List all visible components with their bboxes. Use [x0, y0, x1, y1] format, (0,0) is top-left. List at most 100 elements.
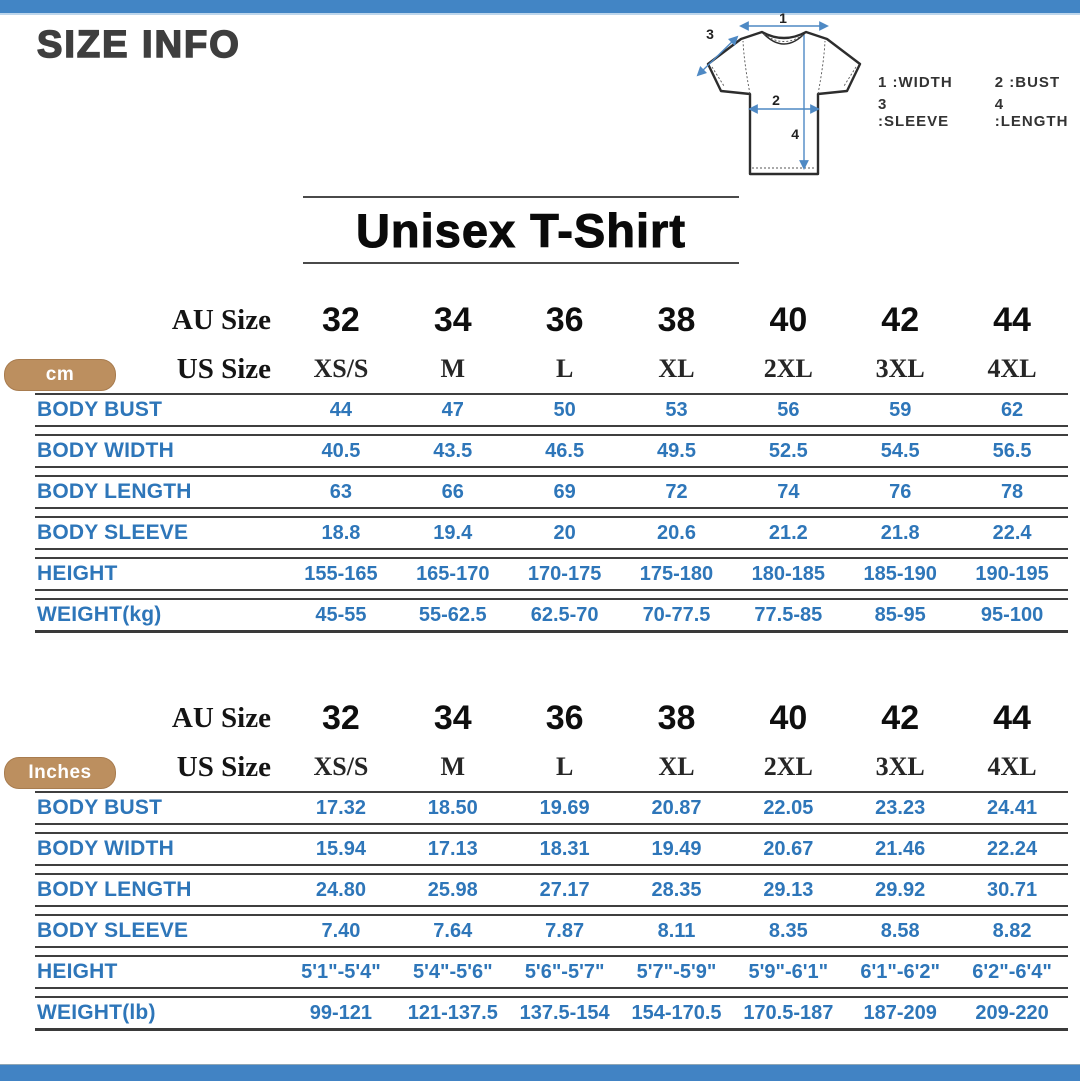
- cell-value: 21.46: [875, 837, 926, 860]
- marker-length: 4: [791, 126, 799, 142]
- row-label: BODY LENGTH: [37, 878, 192, 901]
- au-size-value: 32: [322, 698, 360, 737]
- cell-value: 47: [441, 398, 464, 421]
- cell-value: 8.35: [768, 919, 808, 942]
- cell-value: 29.13: [763, 878, 814, 901]
- row-label: BODY SLEEVE: [37, 521, 189, 544]
- marker-width: 1: [779, 12, 787, 26]
- table-row: BODY LENGTH 63 66 69 72 74 76 78: [35, 475, 1068, 509]
- cell-value: 18.31: [539, 837, 590, 860]
- us-size-value: 4XL: [987, 354, 1037, 383]
- cell-value: 180-185: [751, 562, 826, 585]
- cell-value: 121-137.5: [407, 1001, 498, 1024]
- cell-value: 20.67: [763, 837, 814, 860]
- size-table-inches: Inches AU Size 32 34 36 38 40 42 44 US Size XS…: [4, 693, 1068, 1038]
- cell-value: 49.5: [657, 439, 696, 462]
- row-label: BODY SLEEVE: [37, 919, 189, 942]
- size-table-cm: cm AU Size 32 34 36 38 40 42 44 US Size XS/S M L…: [4, 295, 1068, 640]
- us-size-label: US Size: [176, 750, 271, 783]
- cell-value: 8.11: [657, 919, 696, 942]
- product-title: Unisex T-Shirt: [355, 203, 686, 257]
- row-label: BODY BUST: [37, 398, 163, 421]
- row-label: WEIGHT(lb): [37, 1001, 156, 1024]
- table-row: HEIGHT 155-165 165-170 170-175 175-180 180-18…: [35, 557, 1068, 591]
- unit-badge-cm: cm: [4, 359, 116, 391]
- au-size-value: 40: [769, 698, 808, 737]
- au-size-label: AU Size: [171, 701, 271, 734]
- legend-item: 1 :WIDTH: [878, 74, 953, 91]
- cell-value: 59: [889, 398, 912, 421]
- au-size-value: 42: [881, 300, 920, 339]
- cell-value: 6'2"-6'4": [972, 960, 1052, 983]
- cell-value: 85-95: [874, 603, 926, 626]
- au-size-value: 34: [433, 698, 472, 737]
- cell-value: 62.5-70: [530, 603, 599, 626]
- cell-value: 77.5-85: [754, 603, 823, 626]
- cell-value: 209-220: [975, 1001, 1049, 1024]
- cell-value: 187-209: [863, 1001, 937, 1024]
- cell-value: 19.4: [433, 521, 473, 544]
- cell-value: 22.05: [763, 796, 814, 819]
- au-size-row: AU Size 32 34 36 38 40 42 44: [35, 693, 1068, 743]
- cell-value: 74: [777, 480, 800, 503]
- au-size-value: 40: [769, 300, 808, 339]
- cell-value: 20.6: [657, 521, 696, 544]
- legend-item: 3 :SLEEVE: [878, 96, 950, 130]
- cell-value: 5'6"-5'7": [524, 960, 605, 983]
- cell-value: 56.5: [992, 439, 1032, 462]
- cell-value: 7.64: [433, 919, 473, 942]
- cell-value: 99-121: [309, 1001, 373, 1024]
- cell-value: 154-170.5: [631, 1001, 722, 1024]
- table-row: HEIGHT 5'1"-5'4" 5'4"-5'6" 5'6"-5'7" 5'7"-5'…: [35, 955, 1068, 989]
- cell-value: 5'9"-6'1": [748, 960, 829, 983]
- cell-value: 55-62.5: [418, 603, 487, 626]
- page-title: SIZE INFO: [36, 23, 241, 67]
- tshirt-outline: [706, 30, 862, 176]
- cell-value: 63: [329, 480, 353, 503]
- cell-value: 170.5-187: [743, 1001, 834, 1024]
- cell-value: 95-100: [980, 603, 1044, 626]
- us-size-row: US Size XS/S M L XL 2XL 3XL 4XL: [35, 345, 1068, 393]
- cell-value: 40.5: [321, 439, 361, 462]
- row-label: HEIGHT: [37, 960, 118, 983]
- us-size-value: 2XL: [763, 354, 813, 383]
- us-size-value: 3XL: [875, 752, 925, 781]
- au-size-value: 38: [657, 300, 696, 339]
- cell-value: 8.82: [992, 919, 1032, 942]
- us-size-row: US Size XS/S M L XL 2XL 3XL 4XL: [35, 743, 1068, 791]
- cell-value: 50: [553, 398, 576, 421]
- cell-value: 30.71: [987, 878, 1038, 901]
- us-size-value: XL: [658, 354, 695, 383]
- table-row: BODY WIDTH 40.5 43.5 46.5 49.5 52.5 54.5 56.5: [35, 434, 1068, 468]
- cell-value: 46.5: [545, 439, 585, 462]
- tshirt-measurement-icon: 1 2 3 4: [696, 12, 862, 176]
- cell-value: 18.50: [427, 796, 478, 819]
- cell-value: 78: [1000, 480, 1024, 503]
- au-size-value: 36: [545, 698, 584, 737]
- us-size-value: XL: [658, 752, 695, 781]
- cell-value: 44: [329, 398, 353, 421]
- table-body-cm: BODY BUST 44 47 50 53 56 59 62 BODY WIDTH 40.5 43.…: [35, 393, 1068, 633]
- cell-value: 19.49: [651, 837, 702, 860]
- us-size-value: 3XL: [875, 354, 925, 383]
- cell-value: 6'1"-6'2": [860, 960, 941, 983]
- cell-value: 22.4: [992, 521, 1032, 544]
- cell-value: 54.5: [880, 439, 920, 462]
- table-row: WEIGHT(kg) 45-55 55-62.5 62.5-70 70-77.5 77.5…: [35, 598, 1068, 633]
- marker-bust: 2: [772, 92, 780, 108]
- us-size-value: L: [555, 354, 574, 383]
- legend-item: 4 :LENGTH: [994, 96, 1069, 130]
- cell-value: 17.32: [315, 796, 366, 819]
- us-size-value: XS/S: [313, 354, 369, 383]
- au-size-value: 38: [657, 698, 696, 737]
- cell-value: 66: [441, 480, 464, 503]
- cell-value: 45-55: [315, 603, 367, 626]
- us-size-value: 4XL: [987, 752, 1037, 781]
- row-label: HEIGHT: [37, 562, 118, 585]
- cell-value: 155-165: [304, 562, 378, 585]
- cell-value: 53: [665, 398, 688, 421]
- table-row: BODY WIDTH 15.94 17.13 18.31 19.49 20.67 21.46…: [35, 832, 1068, 866]
- cell-value: 43.5: [433, 439, 473, 462]
- cell-value: 52.5: [768, 439, 808, 462]
- cell-value: 28.35: [651, 878, 702, 901]
